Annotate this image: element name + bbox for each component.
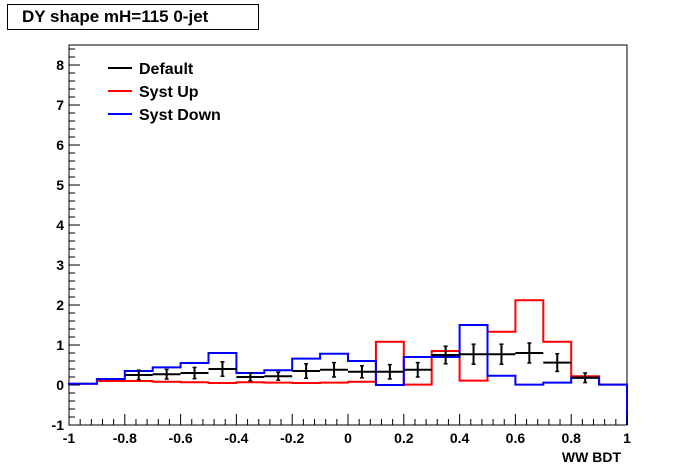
- data-point: [348, 365, 376, 379]
- data-point: [292, 363, 321, 379]
- y-tick-label: 4: [56, 217, 64, 233]
- data-point: [152, 368, 181, 380]
- y-tick-label: 3: [56, 257, 64, 273]
- step-line: [68, 299, 628, 425]
- data-point: [180, 366, 209, 380]
- series-default: [124, 342, 600, 384]
- series-layer: [68, 299, 628, 425]
- x-axis-label: WW BDT: [562, 449, 622, 465]
- legend-entry: Syst Down: [108, 107, 221, 124]
- data-point: [320, 361, 348, 378]
- data-point: [403, 361, 432, 378]
- data-point: [571, 372, 600, 384]
- y-tick-label: 0: [56, 377, 64, 393]
- legend-entry: Syst Up: [108, 84, 199, 101]
- y-tick-label: 8: [56, 57, 64, 73]
- y-tick-label: 6: [56, 137, 64, 153]
- y-tick-label: 7: [56, 97, 64, 113]
- x-tick-label: 0.8: [561, 430, 581, 446]
- x-tick-label: -0.2: [280, 430, 304, 446]
- x-tick-label: 0.6: [506, 430, 526, 446]
- x-tick-label: -1: [63, 430, 76, 446]
- x-tick-label: 0.2: [394, 430, 414, 446]
- data-point: [208, 361, 237, 377]
- data-point: [264, 371, 293, 381]
- legend-label: Default: [139, 61, 194, 78]
- y-tick-label: -1: [52, 417, 65, 433]
- y-tick-label: 1: [56, 337, 64, 353]
- data-point: [431, 345, 460, 365]
- x-tick-label: 0.4: [450, 430, 470, 446]
- data-point: [375, 363, 404, 380]
- series-syst-down: [68, 324, 628, 425]
- x-tick-label: -0.4: [224, 430, 248, 446]
- axes-layer: -1 -0.8 -0.6 -0.4 -0.2 0 0.2 0.4 0.6 0.8 1 -1 0 1 2 3 4 5…: [52, 48, 631, 465]
- x-tick-label: -0.8: [113, 430, 137, 446]
- legend: Default Syst Up Syst Down: [108, 61, 221, 124]
- legend-label: Syst Down: [139, 107, 221, 124]
- legend-label: Syst Up: [139, 84, 199, 101]
- data-point: [515, 342, 544, 364]
- y-tick-label: 5: [56, 177, 64, 193]
- data-point: [543, 353, 572, 373]
- data-point: [236, 372, 265, 382]
- x-tick-label: 1: [623, 430, 631, 446]
- chart-title: DY shape mH=115 0-jet: [7, 4, 259, 30]
- data-point: [487, 343, 516, 365]
- series-syst-up: [68, 299, 628, 425]
- x-tick-label: 0: [344, 430, 352, 446]
- legend-entry: Default: [108, 61, 194, 78]
- x-tick-label: -0.6: [169, 430, 193, 446]
- data-point: [459, 343, 488, 365]
- data-point: [124, 369, 153, 381]
- step-line: [68, 324, 628, 425]
- y-tick-label: 2: [56, 297, 64, 313]
